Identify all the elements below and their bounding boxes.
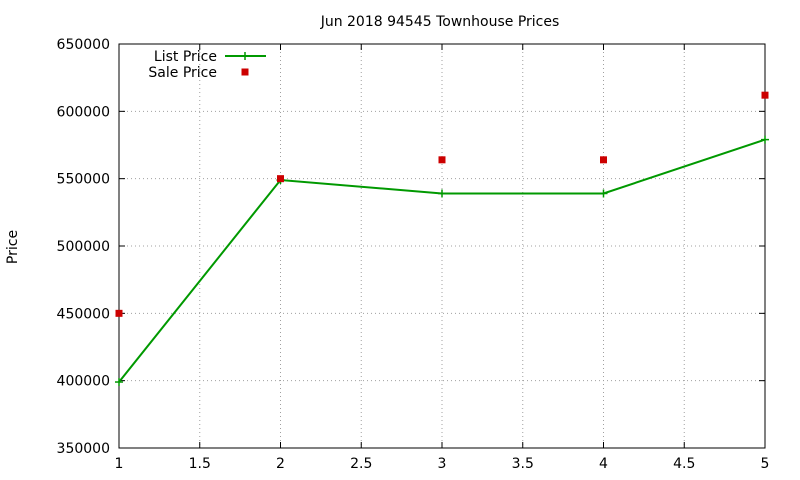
x-tick-label: 2.5 <box>350 456 372 472</box>
data-point-list-price <box>438 189 446 198</box>
y-axis-label: Price <box>5 230 21 264</box>
y-tick-label: 500000 <box>57 239 110 255</box>
data-point-sale-price <box>277 175 284 183</box>
x-tick-label: 5 <box>761 456 770 472</box>
x-tick-label: 3 <box>438 456 447 472</box>
x-tick-label: 3.5 <box>512 456 534 472</box>
data-point-list-price <box>761 135 769 144</box>
data-point-list-price <box>115 378 123 387</box>
grid <box>119 44 765 448</box>
x-tick-label: 4 <box>599 456 608 472</box>
x-tick-label: 1.5 <box>189 456 211 472</box>
x-tick-label: 1 <box>115 456 124 472</box>
series-sale-price <box>115 91 769 317</box>
legend-label-list-price: List Price <box>154 49 217 65</box>
y-tick-label: 600000 <box>57 104 110 120</box>
data-point-sale-price <box>115 309 123 317</box>
x-tick-label: 2 <box>276 456 285 472</box>
y-tick-label: 550000 <box>57 172 110 188</box>
legend-item-sale-price: Sale Price <box>148 65 249 81</box>
plot-area <box>115 91 769 387</box>
axes: 1 1.5 2 2.5 3 3.5 4 4.5 5 350000 400000 450000 50000… <box>57 37 770 472</box>
data-point-sale-price <box>438 156 446 164</box>
data-point-sale-price <box>600 156 607 164</box>
y-tick-label: 400000 <box>57 374 110 390</box>
legend-item-list-price: List Price <box>154 49 266 65</box>
chart-title: Jun 2018 94545 Townhouse Prices <box>320 14 560 30</box>
data-point-sale-price <box>761 91 769 99</box>
legend-marker-list-price <box>241 52 249 60</box>
legend-label-sale-price: Sale Price <box>148 65 217 81</box>
y-tick-label: 450000 <box>57 306 110 322</box>
legend-marker-sale-price <box>241 68 249 76</box>
y-tick-label: 350000 <box>57 441 110 457</box>
y-tick-label: 650000 <box>57 37 110 53</box>
x-tick-label: 4.5 <box>673 456 695 472</box>
data-point-list-price <box>599 189 608 198</box>
